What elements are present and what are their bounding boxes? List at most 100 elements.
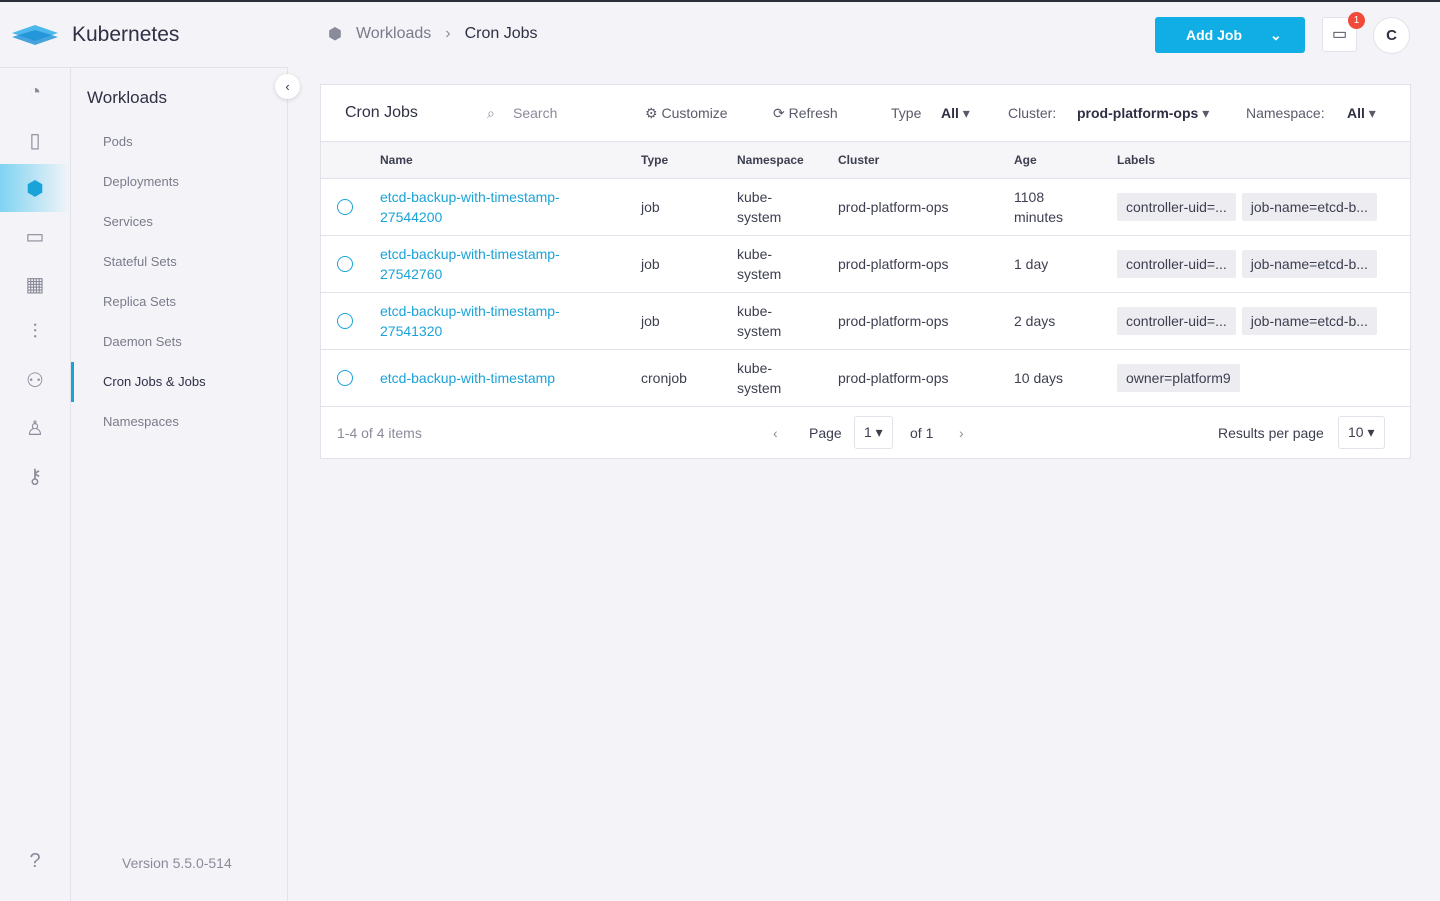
ns-part: kube-	[737, 359, 773, 376]
row-radio[interactable]	[337, 312, 353, 329]
label-tag: job-name=etcd-b...	[1241, 306, 1377, 335]
sidebar-nav: Workloads Pods Deployments Services Stat…	[71, 68, 288, 901]
app-title: Kubernetes	[72, 22, 180, 46]
sidebar-item-replica-sets[interactable]: Replica Sets	[103, 294, 176, 309]
sidebar-item-daemon-sets[interactable]: Daemon Sets	[103, 334, 182, 349]
page-select[interactable]: 1 ▾	[854, 416, 893, 449]
sidebar-item-cron-jobs[interactable]: Cron Jobs & Jobs	[71, 362, 287, 402]
server-icon[interactable]: ▯	[29, 129, 41, 152]
user-shield-icon[interactable]: ♙	[26, 417, 44, 440]
job-type: cronjob	[641, 349, 737, 407]
label-tag: job-name=etcd-b...	[1241, 249, 1377, 278]
ns-part: system	[737, 265, 782, 282]
row-radio[interactable]	[337, 198, 353, 215]
cluster-value: prod-platform-ops	[1077, 104, 1199, 121]
key-icon[interactable]: ⚷	[27, 465, 43, 488]
ns-part: system	[737, 322, 782, 339]
table-row[interactable]: etcd-backup-with-timestamp- 27542760 job …	[321, 235, 1410, 293]
label-tag: owner=platform9	[1117, 363, 1240, 392]
job-cluster: prod-platform-ops	[838, 235, 1014, 293]
ns-part: kube-	[737, 245, 773, 262]
toolbar: Cron Jobs ⌕ Search ⚙ Customize ⟳ Refresh…	[321, 85, 1410, 142]
breadcrumb-workloads[interactable]: Workloads	[355, 25, 432, 42]
job-age: 1 day	[1014, 235, 1117, 293]
customize-button[interactable]: ⚙ Customize	[645, 104, 728, 121]
cluster-select[interactable]: prod-platform-ops ▾	[1077, 104, 1210, 121]
refresh-button[interactable]: ⟳ Refresh	[773, 104, 838, 121]
name-part: 27544200	[380, 208, 443, 225]
col-cluster[interactable]: Cluster	[838, 142, 1014, 179]
workloads-icon: ⬢	[328, 26, 342, 43]
table-row[interactable]: etcd-backup-with-timestamp- 27541320 job …	[321, 292, 1410, 350]
kubernetes-logo-icon	[12, 24, 58, 45]
job-name-link[interactable]: etcd-backup-with-timestamp	[380, 349, 641, 407]
age-part: minutes	[1014, 208, 1064, 225]
namespace-select[interactable]: All ▾	[1347, 104, 1376, 121]
ns-part: kube-	[737, 188, 773, 205]
name-part: 27541320	[380, 322, 443, 339]
job-type: job	[641, 178, 737, 236]
age-part: 1108	[1014, 188, 1045, 205]
sidebar-item-namespaces[interactable]: Namespaces	[103, 414, 179, 429]
job-cluster: prod-platform-ops	[838, 349, 1014, 407]
item-count: 1-4 of 4 items	[337, 424, 422, 441]
sidebar-item-stateful-sets[interactable]: Stateful Sets	[103, 254, 177, 269]
avatar[interactable]: C	[1373, 17, 1410, 54]
dashboard-icon[interactable]: ◔	[28, 80, 42, 103]
help-icon[interactable]: ?	[29, 849, 41, 872]
name-part: 27542760	[380, 265, 443, 282]
card-title: Cron Jobs	[345, 104, 418, 121]
chevron-down-icon[interactable]: ⌄	[1270, 26, 1282, 43]
table-row[interactable]: etcd-backup-with-timestamp- 27544200 job …	[321, 178, 1410, 236]
analytics-icon[interactable]: ⫶	[32, 320, 38, 343]
row-radio[interactable]	[337, 255, 353, 272]
job-age: 10 days	[1014, 349, 1117, 407]
col-age[interactable]: Age	[1014, 142, 1117, 179]
breadcrumb-current: Cron Jobs	[464, 25, 538, 42]
type-label: Type	[891, 105, 922, 121]
job-name-link[interactable]: etcd-backup-with-timestamp- 27544200	[380, 178, 641, 236]
job-type: job	[641, 235, 737, 293]
age-part: 2 days	[1014, 312, 1056, 329]
job-namespace: kube-system	[737, 349, 838, 407]
workloads-icon[interactable]: ⬢	[0, 164, 70, 212]
prev-page-icon[interactable]: ‹	[773, 424, 778, 441]
sidebar-item-deployments[interactable]: Deployments	[103, 174, 179, 189]
sidebar-item-services[interactable]: Services	[103, 214, 153, 229]
label-tag: controller-uid=...	[1117, 192, 1236, 221]
grid-icon[interactable]: ▦	[25, 273, 45, 296]
collapse-sidebar-button[interactable]: ‹	[275, 74, 300, 99]
col-type[interactable]: Type	[641, 142, 737, 179]
job-name-link[interactable]: etcd-backup-with-timestamp- 27541320	[380, 292, 641, 350]
job-cluster: prod-platform-ops	[838, 178, 1014, 236]
version-text: Version 5.5.0-514	[122, 855, 232, 871]
name-part: etcd-backup-with-timestamp-	[380, 302, 560, 319]
search-input[interactable]: Search	[513, 105, 558, 121]
col-namespace[interactable]: Namespace	[737, 142, 838, 179]
job-type: job	[641, 292, 737, 350]
job-age: 1108 minutes	[1014, 178, 1117, 236]
sidebar-item-pods[interactable]: Pods	[103, 134, 133, 149]
row-radio[interactable]	[337, 369, 353, 386]
cron-jobs-card: Cron Jobs ⌕ Search ⚙ Customize ⟳ Refresh…	[320, 84, 1411, 459]
job-age: 2 days	[1014, 292, 1117, 350]
table-row[interactable]: etcd-backup-with-timestamp cronjob kube-…	[321, 349, 1410, 407]
add-job-button[interactable]: Add Job ⌄	[1155, 17, 1305, 53]
next-page-icon[interactable]: ›	[959, 424, 964, 441]
storage-icon[interactable]: ▭	[25, 225, 45, 248]
age-part: 1 day	[1014, 255, 1049, 272]
job-namespace: kube-system	[737, 235, 838, 293]
label-tag: controller-uid=...	[1117, 249, 1236, 278]
pagination: 1-4 of 4 items ‹ Page 1 ▾ of 1 › Results…	[321, 407, 1410, 459]
job-labels: controller-uid=... job-name=etcd-b...	[1117, 292, 1410, 350]
per-page-select[interactable]: 10 ▾	[1338, 416, 1385, 449]
type-value: All	[941, 104, 959, 121]
job-name-link[interactable]: etcd-backup-with-timestamp- 27542760	[380, 235, 641, 293]
col-labels[interactable]: Labels	[1117, 142, 1410, 179]
chevron-right-icon: ›	[445, 25, 451, 42]
users-icon[interactable]: ⚇	[26, 369, 44, 392]
col-name[interactable]: Name	[380, 142, 641, 179]
notification-badge: 1	[1348, 12, 1365, 29]
job-labels: owner=platform9	[1117, 349, 1410, 407]
type-select[interactable]: All ▾	[941, 104, 970, 121]
